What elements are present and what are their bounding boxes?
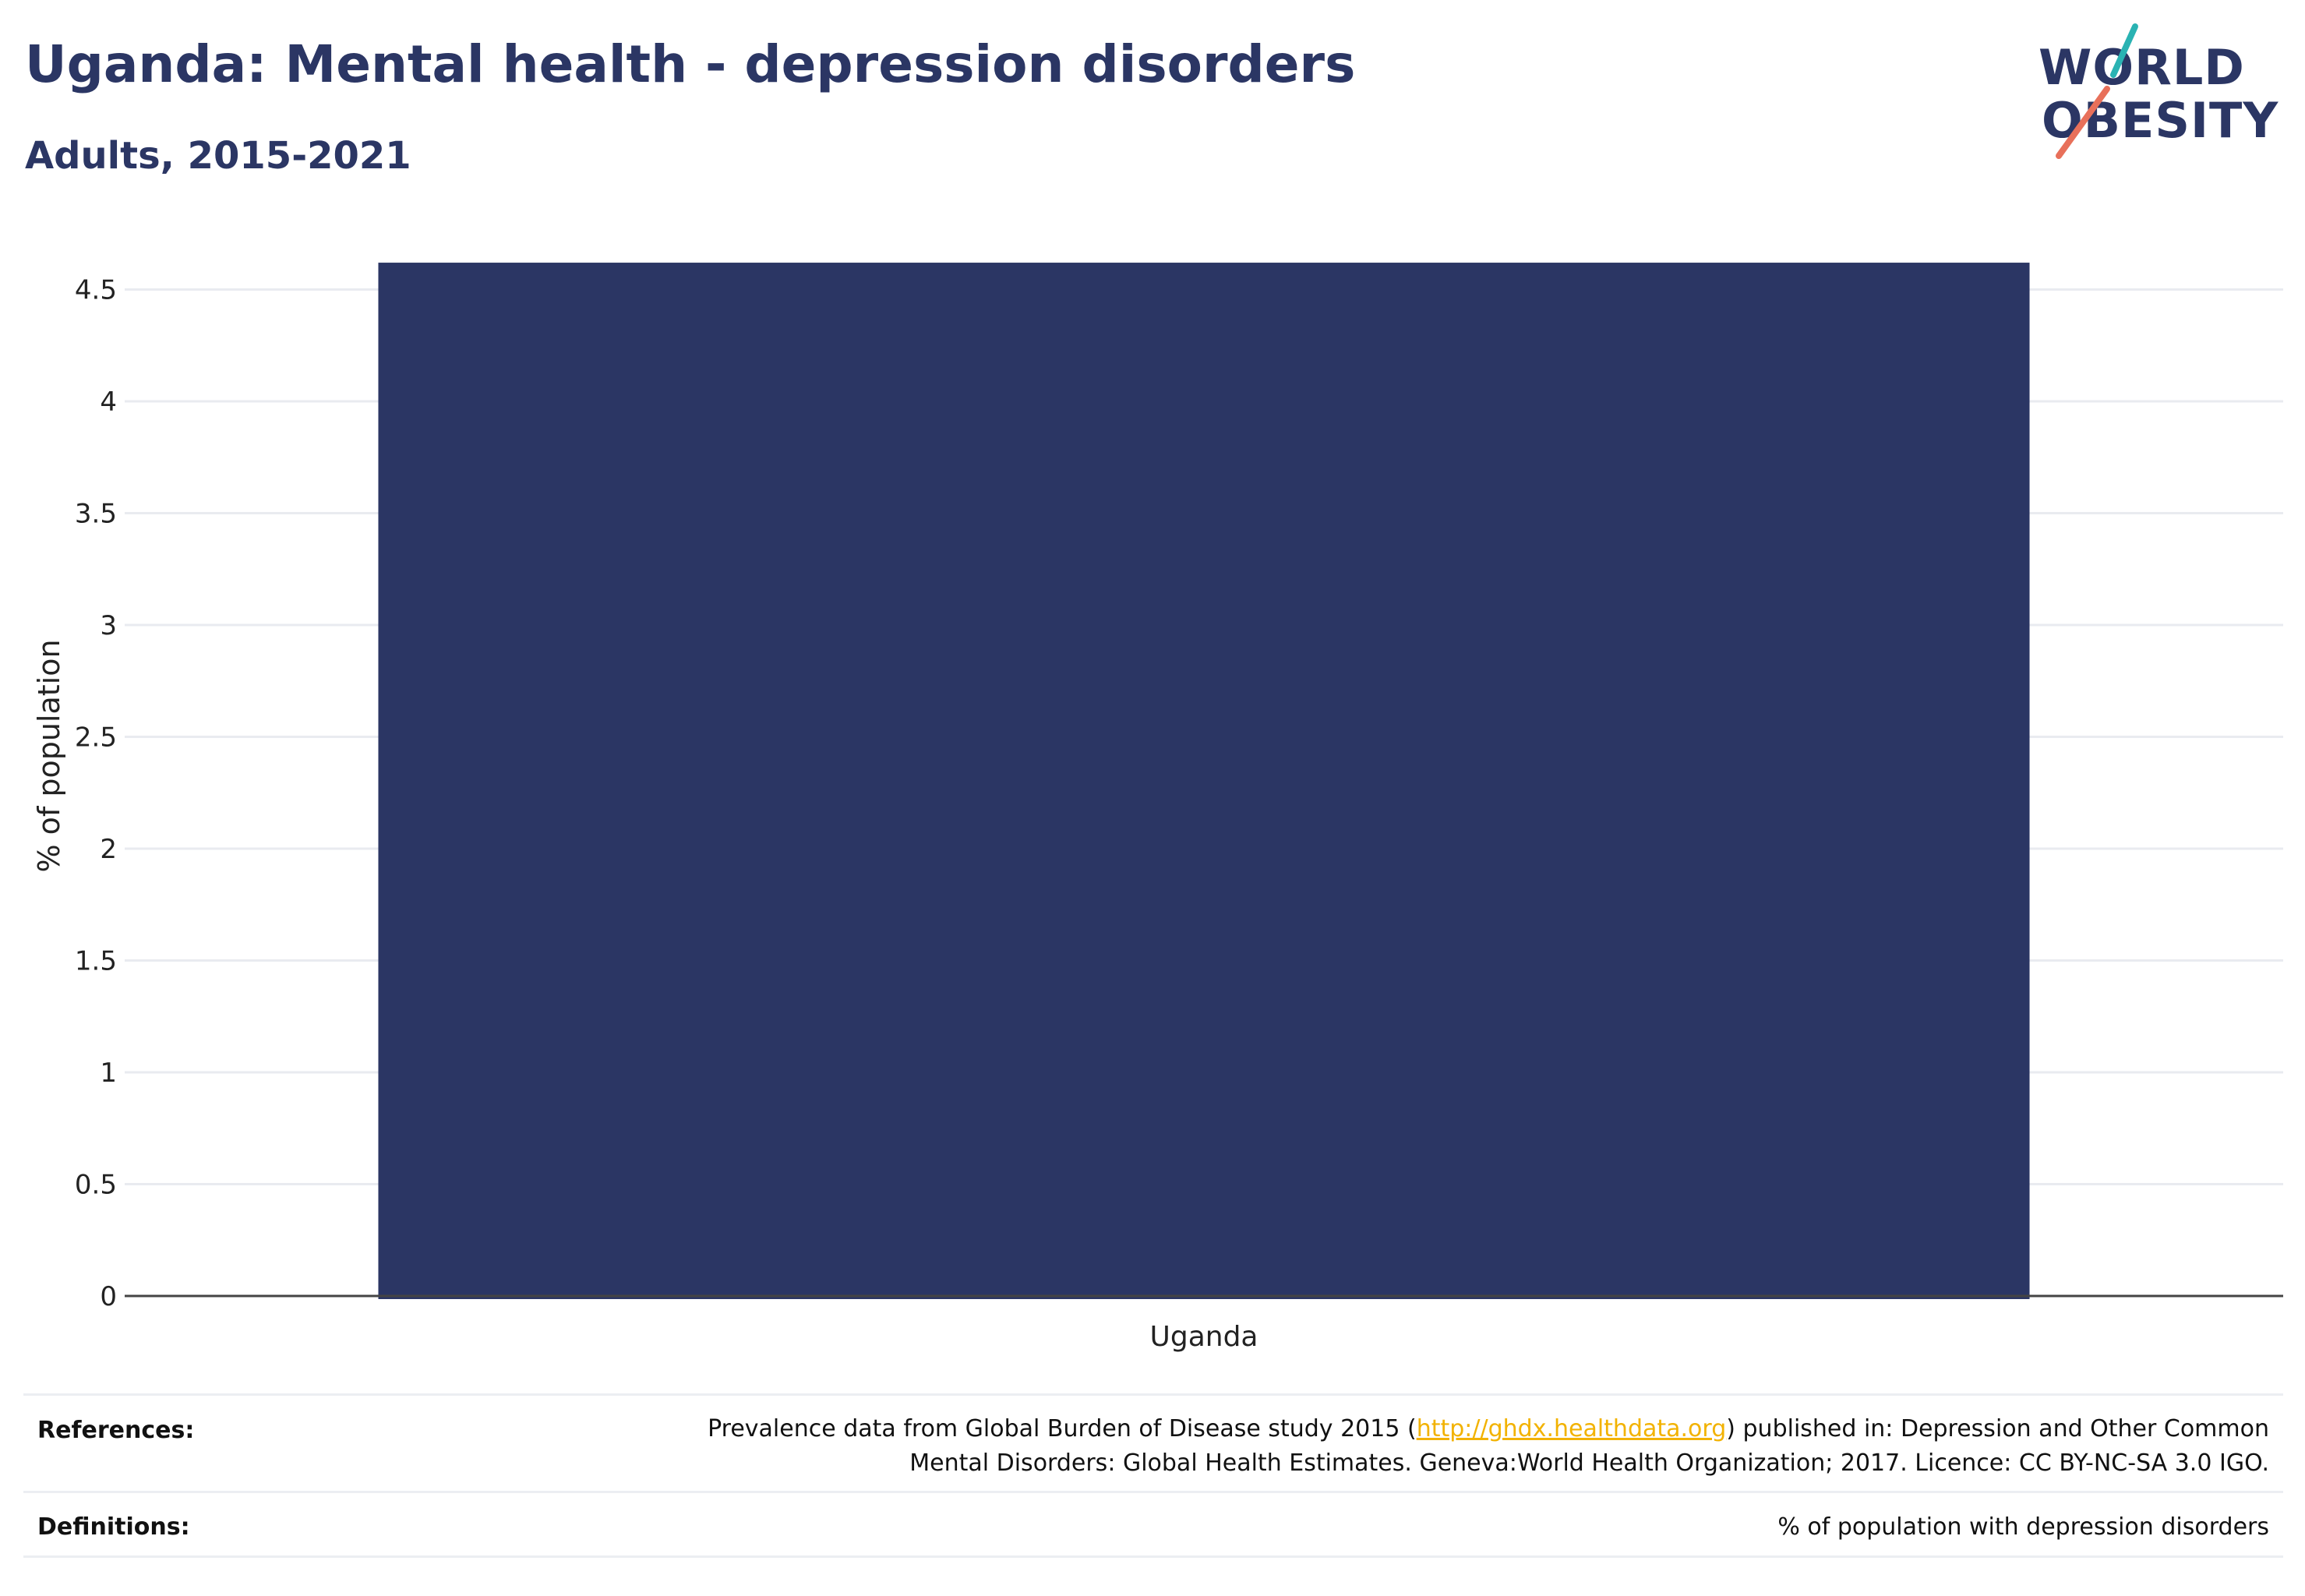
y-tick-label: 3 — [100, 610, 117, 641]
chart-subtitle: Adults, 2015-2021 — [25, 134, 411, 178]
bars — [378, 263, 2030, 1299]
y-axis-title: % of population — [32, 639, 66, 872]
bar-uganda[interactable] — [378, 263, 2030, 1299]
bar-chart: 0 0.5 1 1.5 2 2.5 3 3.5 4 4.5 Uganda % of populat… — [32, 263, 2283, 1353]
y-tick-label: 1 — [100, 1058, 117, 1089]
references-text: Prevalence data from Global Burden of Di… — [708, 1412, 2269, 1481]
references-line-1: Prevalence data from Global Burden of Di… — [708, 1412, 2269, 1446]
y-tick-labels: 0 0.5 1 1.5 2 2.5 3 3.5 4 4.5 — [75, 275, 117, 1313]
references-link[interactable]: http://ghdx.healthdata.org — [1416, 1415, 1727, 1442]
footer-rule-bottom — [23, 1555, 2283, 1558]
y-tick-label: 4 — [100, 387, 117, 418]
y-tick-label: 1.5 — [75, 946, 117, 977]
y-tick-label: 2 — [100, 834, 117, 865]
y-tick-label: 3.5 — [75, 499, 117, 530]
logo-word-world: WORLD — [2038, 39, 2245, 96]
y-tick-label: 0.5 — [75, 1170, 117, 1201]
references-row: References: Prevalence data from Global … — [23, 1412, 2283, 1490]
y-tick-label: 0 — [100, 1281, 117, 1312]
x-tick-labels: Uganda — [1150, 1321, 1258, 1353]
footer-rule-middle — [23, 1491, 2283, 1493]
chart-title: Uganda: Mental health - depression disor… — [25, 34, 1356, 94]
y-tick-label: 4.5 — [75, 275, 117, 306]
definitions-row: Definitions: % of population with depres… — [23, 1510, 2283, 1557]
definitions-label: Definitions: — [37, 1513, 190, 1541]
y-tick-label: 2.5 — [75, 722, 117, 754]
x-tick-label: Uganda — [1150, 1321, 1258, 1353]
world-obesity-logo[interactable]: WORLD OBESITY — [2026, 16, 2291, 164]
logo-slash-top — [2110, 23, 2138, 78]
logo-slash-bottom — [2056, 86, 2110, 159]
references-line-1-post: ) published in: Depression and Other Com… — [1726, 1415, 2269, 1442]
definitions-text: % of population with depression disorder… — [1777, 1513, 2269, 1541]
references-line-2: Mental Disorders: Global Health Estimate… — [909, 1449, 2269, 1477]
logo-slash-icon — [2056, 23, 2138, 159]
footer-rule-top — [23, 1393, 2283, 1396]
references-label: References: — [37, 1417, 195, 1444]
references-line-1-pre: Prevalence data from Global Burden of Di… — [708, 1415, 1417, 1442]
